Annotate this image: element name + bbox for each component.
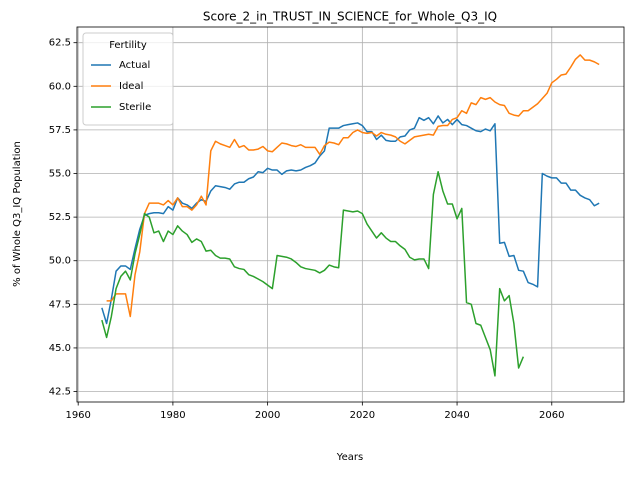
x-tick-label: 2060 <box>539 410 564 421</box>
x-tick-label: 2000 <box>255 410 280 421</box>
x-axis-label: Years <box>336 452 363 463</box>
y-axis-label: % of Whole Q3_IQ Population <box>12 141 23 287</box>
legend-label: Sterile <box>119 102 151 113</box>
y-tick-label: 47.5 <box>49 299 71 310</box>
y-tick-label: 52.5 <box>49 212 71 223</box>
x-tick-label: 1960 <box>65 410 90 421</box>
y-tick-label: 42.5 <box>49 387 71 398</box>
y-tick-label: 57.5 <box>49 125 71 136</box>
x-tick-label: 2020 <box>350 410 375 421</box>
chart-title: Score_2_in_TRUST_IN_SCIENCE_for_Whole_Q3… <box>203 10 497 24</box>
plot-frame <box>76 26 625 403</box>
series-line <box>106 54 600 318</box>
y-tick-label: 62.5 <box>49 38 71 49</box>
y-tick-label: 60.0 <box>49 81 71 92</box>
legend-title: Fertility <box>109 40 147 51</box>
series-line <box>101 115 600 325</box>
x-tick-label: 2040 <box>444 410 469 421</box>
x-tick-label: 1980 <box>160 410 185 421</box>
series-line <box>101 171 525 377</box>
legend-label: Actual <box>119 60 150 71</box>
legend-label: Ideal <box>119 81 143 92</box>
y-tick-label: 45.0 <box>49 343 71 354</box>
legend-box <box>82 32 174 126</box>
y-tick-label: 55.0 <box>49 169 71 180</box>
y-tick-label: 50.0 <box>49 256 71 267</box>
